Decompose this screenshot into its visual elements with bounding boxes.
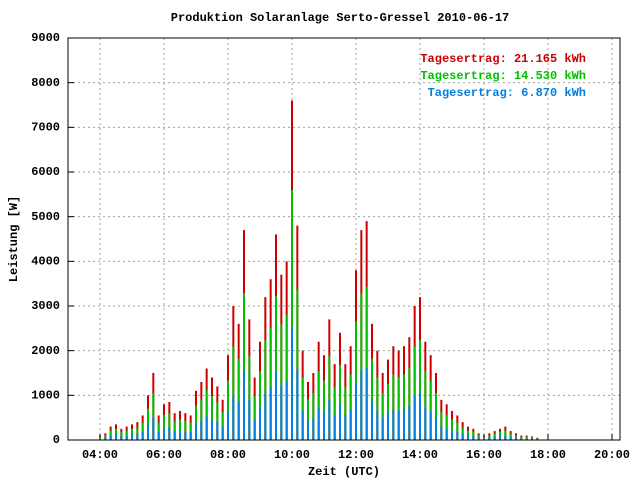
y-tick-label: 0	[53, 433, 60, 447]
y-tick-label: 7000	[31, 121, 60, 135]
x-tick-label: 18:00	[530, 448, 566, 462]
x-tick-label: 08:00	[210, 448, 246, 462]
legend-label: Tagesertrag: 14.530 kWh	[420, 69, 586, 83]
y-tick-label: 2000	[31, 344, 60, 358]
y-tick-label: 3000	[31, 299, 60, 313]
x-tick-label: 14:00	[402, 448, 438, 462]
plot-frame	[67, 37, 621, 441]
x-tick-label: 04:00	[82, 448, 118, 462]
y-tick-label: 5000	[31, 210, 60, 224]
x-tick-label: 16:00	[466, 448, 502, 462]
x-tick-label: 06:00	[146, 448, 182, 462]
x-tick-label: 20:00	[594, 448, 630, 462]
y-tick-label: 8000	[31, 76, 60, 90]
legend-label: Tagesertrag: 21.165 kWh	[420, 52, 586, 66]
chart-title: Produktion Solaranlage Serto-Gressel 201…	[171, 11, 509, 25]
x-tick-label: 12:00	[338, 448, 374, 462]
x-axis-label: Zeit (UTC)	[308, 465, 380, 479]
y-tick-label: 4000	[31, 255, 60, 269]
x-tick-label: 10:00	[274, 448, 310, 462]
legend-label: Tagesertrag: 6.870 kWh	[428, 86, 586, 100]
y-tick-label: 1000	[31, 389, 60, 403]
y-axis-label: Leistung [W]	[7, 196, 21, 282]
y-tick-label: 6000	[31, 165, 60, 179]
y-tick-label: 9000	[31, 31, 60, 45]
